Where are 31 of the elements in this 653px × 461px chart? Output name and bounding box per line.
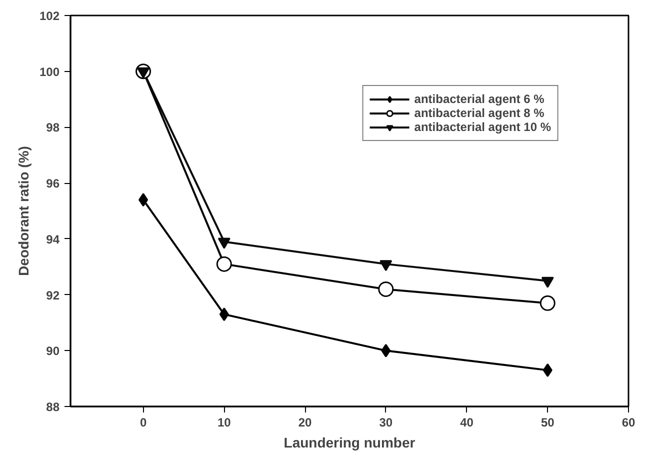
- legend-label: antibacterial agent 10 %: [414, 120, 551, 134]
- point: [381, 344, 391, 358]
- legend-label: antibacterial agent 6 %: [414, 92, 544, 106]
- x-tick-label: 50: [540, 416, 555, 430]
- point: [378, 281, 394, 297]
- y-tick-label: 90: [46, 344, 60, 358]
- x-tick-label: 30: [379, 416, 393, 430]
- x-tick-label: 40: [460, 416, 474, 430]
- point: [541, 276, 554, 288]
- x-tick-label: 60: [622, 416, 636, 430]
- y-tick-label: 88: [46, 400, 60, 414]
- point: [138, 193, 148, 207]
- point: [218, 238, 230, 249]
- point: [137, 67, 150, 78]
- y-axis-title: Deodorant ratio (%): [15, 146, 32, 276]
- point: [380, 260, 392, 272]
- x-tick-label: 0: [140, 416, 147, 430]
- y-tick-label: 94: [46, 232, 60, 246]
- legend-label: antibacterial agent 8 %: [414, 106, 544, 120]
- y-tick-label: 102: [39, 9, 60, 23]
- point: [540, 295, 556, 311]
- y-tick-label: 92: [46, 288, 60, 302]
- y-tick-label: 96: [46, 176, 60, 191]
- y-tick-label: 100: [39, 64, 60, 79]
- point: [542, 363, 552, 377]
- x-tick-label: 20: [298, 416, 312, 430]
- point: [216, 256, 232, 272]
- y-tick-label: 98: [46, 120, 60, 135]
- point: [219, 308, 229, 322]
- x-axis-title: Laundering number: [284, 434, 416, 450]
- x-tick-label: 10: [217, 416, 232, 430]
